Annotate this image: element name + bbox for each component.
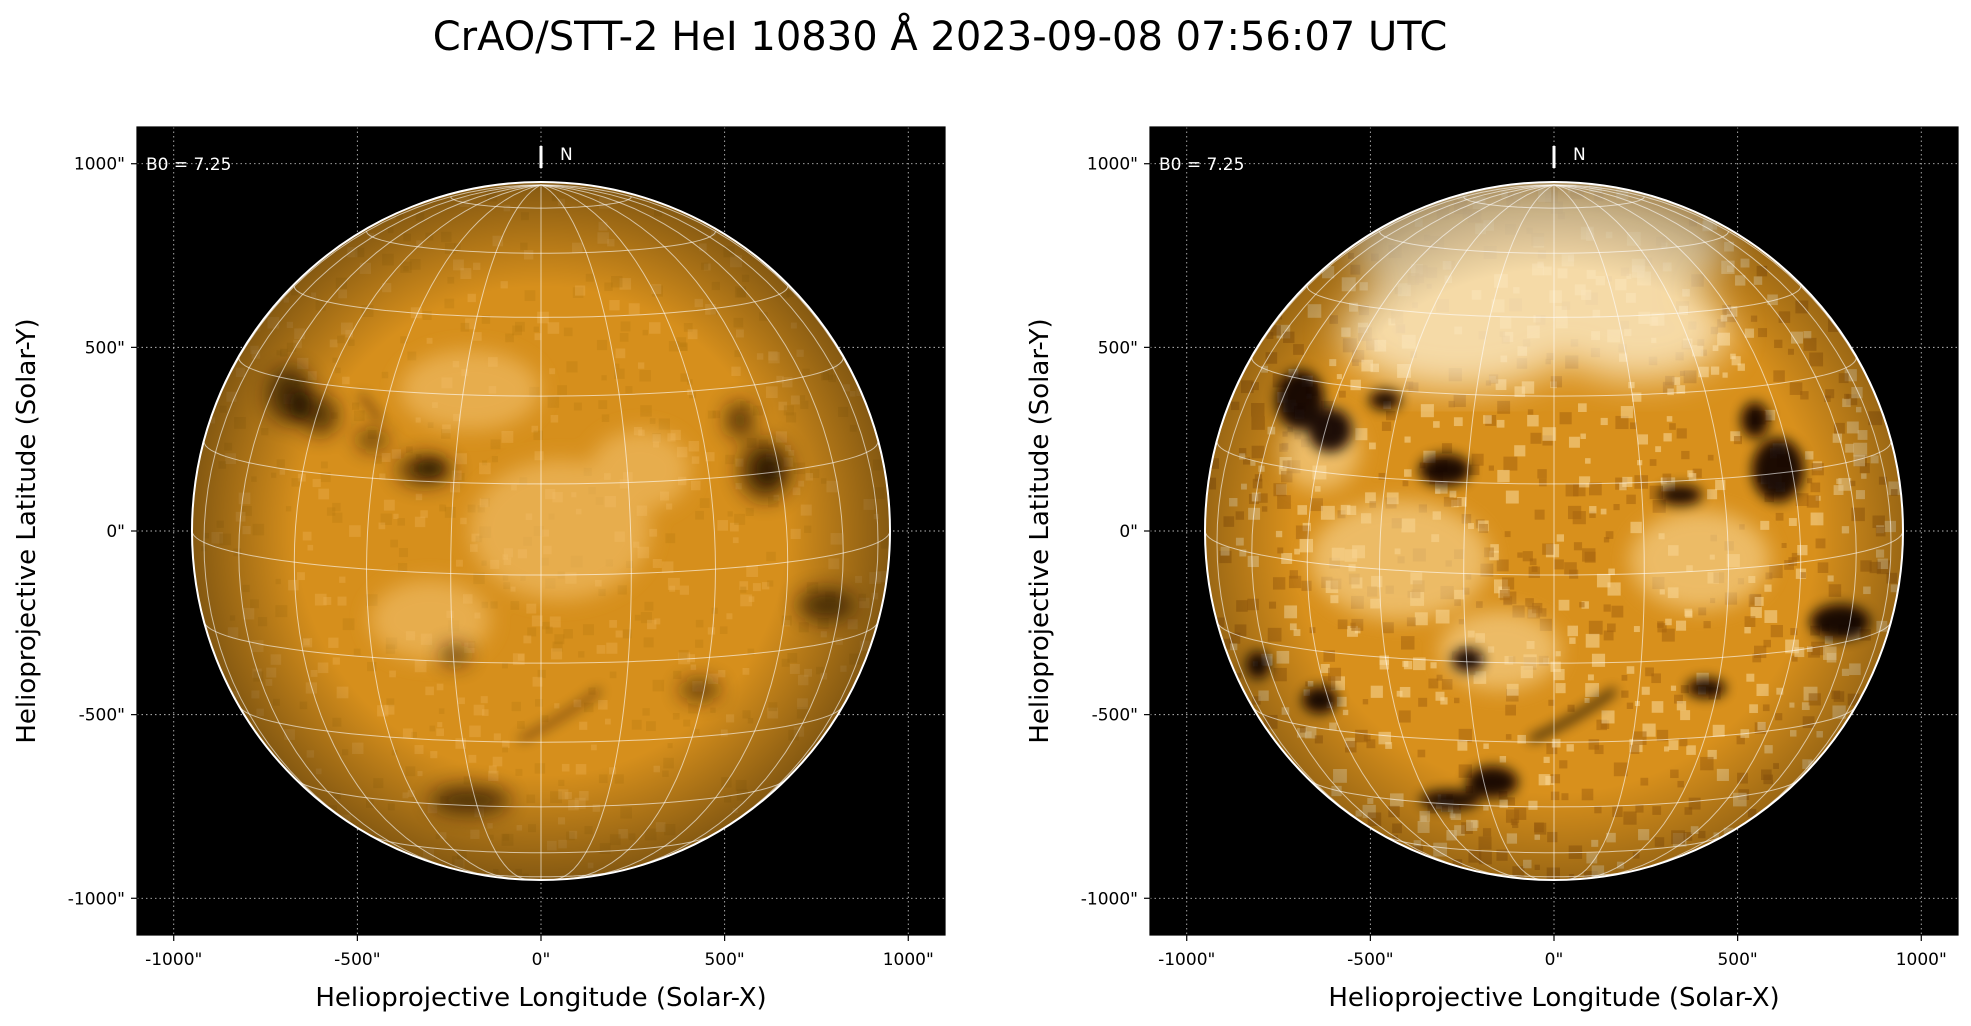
panel-left: N B0 = 7.25 -1000" -500" 0" 500" 1000" 1000" 5… [12,126,946,1013]
x-tick-label: -1000" [1158,950,1215,970]
y-tick-label: 0" [1119,522,1138,542]
y-tick-label: 500" [1098,338,1138,358]
limb-left [191,181,891,881]
y-tick-label: 0" [106,522,125,542]
x-tick-label: -500" [334,950,380,970]
x-tick-label: 0" [532,950,551,970]
x-tick-label: 500" [1717,950,1757,970]
b0-label-right: B0 = 7.25 [1159,155,1244,175]
y-tick-label: 1000" [1087,155,1138,175]
y-tick-label: -1000" [1081,889,1138,909]
x-tick-label: -1000" [145,950,202,970]
x-tick-label: -500" [1347,950,1393,970]
solar-disk-right [1205,182,1903,880]
limb-right [1204,181,1904,881]
b0-label-left: B0 = 7.25 [146,155,231,175]
north-label-right: N [1573,145,1586,165]
y-axis-label-left: Helioprojective Latitude (Solar-Y) [12,318,42,743]
x-axis-label-left: Helioprojective Longitude (Solar-X) [315,983,766,1013]
solar-disk-left [192,182,890,880]
y-tick-label: -1000" [68,889,125,909]
x-tick-label: 1000" [1896,950,1947,970]
y-tick-label: -500" [1092,706,1138,726]
axis-ticks-right: -1000" -500" 0" 500" 1000" 1000" 500" 0" -500" -1… [1081,155,1947,970]
axis-ticks-left: -1000" -500" 0" 500" 1000" 1000" 500" 0" -500" -1… [68,155,934,970]
y-tick-label: -500" [79,706,125,726]
y-tick-label: 500" [85,338,125,358]
north-label-left: N [560,145,573,165]
figure-title: CrAO/STT-2 HeI 10830 Å 2023-09-08 07:56:… [433,12,1448,60]
x-tick-label: 500" [704,950,744,970]
y-axis-label-right: Helioprojective Latitude (Solar-Y) [1025,318,1055,743]
x-axis-label-right: Helioprojective Longitude (Solar-X) [1328,983,1779,1013]
panel-right: N B0 = 7.25 -1000" -500" 0" 500" 1000" 1000" 5… [1025,126,1959,1013]
x-tick-label: 1000" [883,950,934,970]
y-tick-label: 1000" [74,155,125,175]
x-tick-label: 0" [1545,950,1564,970]
